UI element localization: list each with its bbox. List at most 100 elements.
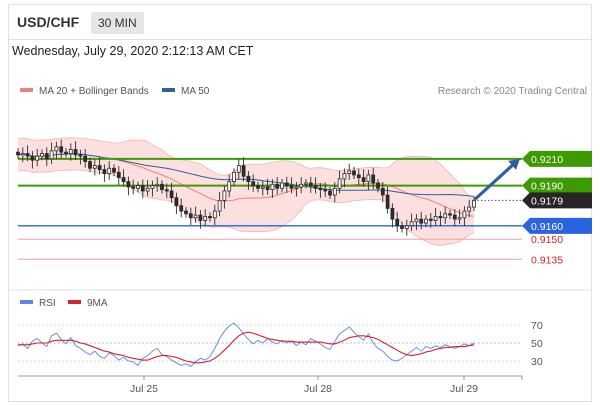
candle-body xyxy=(107,167,112,174)
candle-body xyxy=(121,177,126,183)
price-levels xyxy=(18,157,522,260)
candle-body xyxy=(193,214,198,219)
candlesticks xyxy=(16,139,476,236)
candle-body xyxy=(448,213,452,216)
level-0.9179-label: 0.9179 xyxy=(531,195,563,207)
moving-averages xyxy=(17,153,475,217)
timestamp: Wednesday, July 29, 2020 2:12:13 AM CET xyxy=(12,44,254,58)
candle-body xyxy=(265,186,270,191)
bollinger-band-area xyxy=(18,137,474,246)
candle-body xyxy=(212,210,217,219)
candle-body xyxy=(294,186,299,189)
candle-body xyxy=(174,197,179,207)
candle-body xyxy=(371,174,376,184)
candle-body xyxy=(260,186,265,189)
candle-body xyxy=(352,170,356,176)
candle-body xyxy=(112,167,116,173)
research-credit: Research © 2020 Trading Central xyxy=(438,86,587,97)
candle-body xyxy=(428,218,433,221)
candle-body xyxy=(78,154,83,157)
candle-body xyxy=(356,174,361,179)
candle-body xyxy=(347,170,352,174)
x-tick-label: Jul 28 xyxy=(304,383,332,395)
candle-body xyxy=(73,149,78,156)
level-0.9210-tag xyxy=(522,150,592,167)
x-tick-label: Jul 25 xyxy=(130,383,158,395)
forecast-arrow-shaft xyxy=(474,162,516,200)
candle-body xyxy=(404,225,409,229)
candle-body xyxy=(44,153,49,160)
candle-body xyxy=(16,151,20,156)
candle-body xyxy=(414,218,419,223)
rsi-tick-30: 30 xyxy=(531,356,543,368)
candle-body xyxy=(83,155,88,162)
candle-body xyxy=(227,181,232,192)
candle-body xyxy=(313,185,318,189)
candle-body xyxy=(318,187,323,191)
forecast-arrow xyxy=(474,158,520,200)
bollinger-bands xyxy=(17,137,475,246)
candle-body xyxy=(419,218,424,224)
candle-body xyxy=(251,181,256,187)
rsi-tick-70: 70 xyxy=(531,320,543,332)
rsi-9ma-line xyxy=(18,331,475,364)
candle-body xyxy=(299,183,304,188)
rsi-panel: 70 50 30 xyxy=(17,320,543,368)
level-0.9190-tag xyxy=(522,177,592,194)
legend-swatch-ma20 xyxy=(20,88,33,92)
candle-body xyxy=(270,183,275,191)
candle-body xyxy=(179,205,184,212)
candle-body xyxy=(97,165,102,170)
candle-body xyxy=(275,183,280,189)
candle-body xyxy=(160,183,164,191)
candle-body xyxy=(328,190,332,196)
legend-label-9ma: 9MA xyxy=(87,298,108,309)
candle-body xyxy=(289,185,294,189)
candle-body xyxy=(20,153,25,156)
candle-body xyxy=(256,185,260,189)
rsi-tick-50: 50 xyxy=(531,338,543,350)
level-0.9150-label: 0.9150 xyxy=(531,234,563,246)
candle-body xyxy=(409,221,414,227)
candle-body xyxy=(246,175,251,183)
candle-body xyxy=(203,216,208,221)
candle-body xyxy=(150,185,155,189)
chart-header: USD/CHF 30 MIN xyxy=(9,5,591,40)
legend-swatch-ma50 xyxy=(162,88,175,92)
candle-body xyxy=(385,194,390,209)
candle-body xyxy=(337,178,342,189)
candle-body xyxy=(140,185,145,192)
candle-body xyxy=(102,169,107,174)
candle-body xyxy=(400,225,404,229)
candle-body xyxy=(88,161,92,169)
candle-body xyxy=(457,217,462,220)
candle-body xyxy=(342,173,347,180)
candle-body xyxy=(438,216,443,219)
candle-body xyxy=(280,182,284,189)
chart-widget: USD/CHF 30 MIN xyxy=(8,4,592,402)
legend-swatch-rsi xyxy=(20,300,33,304)
level-0.9210-label: 0.9210 xyxy=(531,154,563,166)
candle-body xyxy=(54,146,59,152)
level-0.9179-tag xyxy=(522,192,592,209)
candle-body xyxy=(395,218,400,227)
candle-body xyxy=(25,153,30,157)
x-axis-ticks: Jul 25 Jul 28 Jul 29 xyxy=(130,376,523,395)
candle-body xyxy=(208,216,212,219)
level-0.9135-label: 0.9135 xyxy=(531,254,563,266)
candle-body xyxy=(188,213,193,219)
candle-body xyxy=(443,213,448,219)
candle-body xyxy=(169,190,174,199)
candle-body xyxy=(155,183,160,187)
candle-body xyxy=(380,187,385,196)
candle-body xyxy=(304,182,308,185)
candle-body xyxy=(116,171,121,179)
x-tick-label: Jul 29 xyxy=(450,383,478,395)
candle-body xyxy=(126,181,131,188)
candle-body xyxy=(131,186,136,189)
timeframe-badge[interactable]: 30 MIN xyxy=(91,12,144,34)
candle-body xyxy=(198,214,203,221)
candle-body xyxy=(40,153,44,157)
forecast-arrow-head xyxy=(508,158,520,170)
